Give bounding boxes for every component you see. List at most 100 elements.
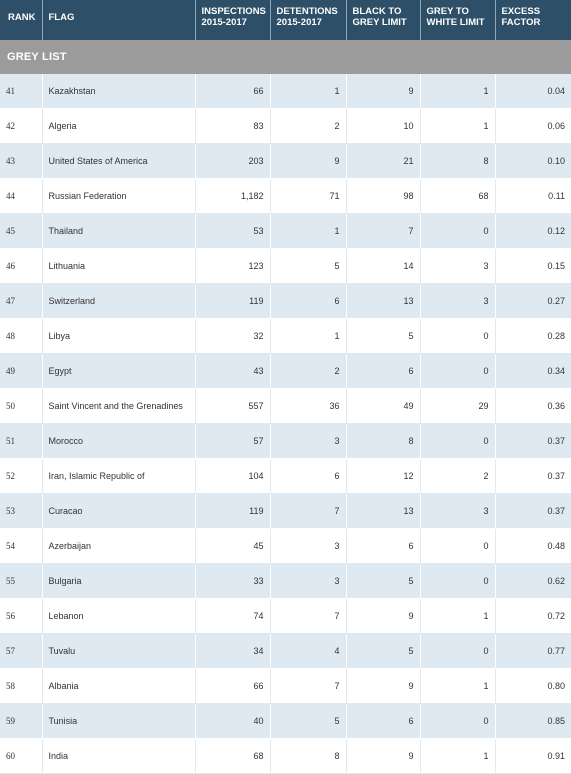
inspections-cell: 45 (195, 528, 271, 564)
table-row: 45 Thailand 53 1 7 0 0.12 (0, 213, 571, 249)
rank-cell: 49 (0, 353, 43, 389)
inspections-cell: 557 (195, 388, 271, 424)
black-to-grey-cell: 6 (346, 703, 421, 739)
flag-cell: Albania (42, 668, 196, 704)
rank-cell: 58 (0, 668, 43, 704)
section-row: GREY LIST (0, 40, 571, 74)
grey-to-white-cell: 0 (420, 353, 496, 389)
table-row: 51 Morocco 57 3 8 0 0.37 (0, 423, 571, 459)
inspections-cell: 57 (195, 423, 271, 459)
rank-cell: 48 (0, 318, 43, 354)
excess-factor-cell: 0.15 (495, 248, 571, 284)
table-row: 49 Egypt 43 2 6 0 0.34 (0, 353, 571, 389)
header-grey-to-white-line1: GREY TO (426, 6, 469, 17)
rank-cell: 55 (0, 563, 43, 599)
inspections-cell: 66 (195, 74, 271, 109)
detentions-cell: 6 (270, 283, 347, 319)
grey-to-white-cell: 8 (420, 143, 496, 179)
detentions-cell: 1 (270, 74, 347, 109)
flag-cell: Tuvalu (42, 633, 196, 669)
rank-cell: 60 (0, 738, 43, 774)
flag-cell: Azerbaijan (42, 528, 196, 564)
detentions-cell: 3 (270, 423, 347, 459)
inspections-cell: 34 (195, 633, 271, 669)
rank-cell: 53 (0, 493, 43, 529)
flag-cell: Morocco (42, 423, 196, 459)
header-inspections-line2: 2015-2017 (201, 17, 247, 28)
header-black-to-grey-line1: BLACK TO (352, 6, 402, 17)
rank-cell: 50 (0, 388, 43, 424)
table-row: 53 Curacao 119 7 13 3 0.37 (0, 493, 571, 529)
rank-cell: 56 (0, 598, 43, 634)
header-excess-factor-line2: FACTOR (501, 17, 541, 28)
black-to-grey-cell: 8 (346, 423, 421, 459)
section-title: GREY LIST (0, 40, 571, 74)
grey-to-white-cell: 3 (420, 248, 496, 284)
excess-factor-cell: 0.37 (495, 458, 571, 494)
flag-cell: United States of America (42, 143, 196, 179)
table-row: 60 India 68 8 9 1 0.91 (0, 738, 571, 774)
flag-cell: Lithuania (42, 248, 196, 284)
header-black-to-grey-line2: GREY LIMIT (352, 17, 407, 28)
black-to-grey-cell: 12 (346, 458, 421, 494)
rank-cell: 57 (0, 633, 43, 669)
black-to-grey-cell: 13 (346, 283, 421, 319)
grey-to-white-cell: 0 (420, 528, 496, 564)
grey-to-white-cell: 0 (420, 563, 496, 599)
excess-factor-cell: 0.91 (495, 738, 571, 774)
table-row: 41 Kazakhstan 66 1 9 1 0.04 (0, 74, 571, 109)
inspections-cell: 83 (195, 108, 271, 144)
flag-cell: India (42, 738, 196, 774)
black-to-grey-cell: 9 (346, 598, 421, 634)
rank-cell: 45 (0, 213, 43, 249)
inspections-cell: 53 (195, 213, 271, 249)
excess-factor-cell: 0.36 (495, 388, 571, 424)
detentions-cell: 8 (270, 738, 347, 774)
rank-cell: 54 (0, 528, 43, 564)
detentions-cell: 71 (270, 178, 347, 214)
grey-to-white-cell: 0 (420, 703, 496, 739)
flag-cell: Switzerland (42, 283, 196, 319)
grey-to-white-cell: 1 (420, 668, 496, 704)
flag-cell: Bulgaria (42, 563, 196, 599)
header-inspections: INSPECTIONS 2015-2017 (195, 0, 271, 40)
inspections-cell: 43 (195, 353, 271, 389)
grey-to-white-cell: 1 (420, 738, 496, 774)
detentions-cell: 3 (270, 563, 347, 599)
table-row: 56 Lebanon 74 7 9 1 0.72 (0, 598, 571, 634)
black-to-grey-cell: 98 (346, 178, 421, 214)
header-flag: FLAG (42, 0, 196, 40)
header-inspections-line1: INSPECTIONS (201, 6, 266, 17)
excess-factor-cell: 0.72 (495, 598, 571, 634)
excess-factor-cell: 0.10 (495, 143, 571, 179)
header-rank: RANK (0, 0, 43, 40)
table-row: 44 Russian Federation 1,182 71 98 68 0.11 (0, 178, 571, 214)
excess-factor-cell: 0.27 (495, 283, 571, 319)
excess-factor-cell: 0.12 (495, 213, 571, 249)
flag-cell: Iran, Islamic Republic of (42, 458, 196, 494)
detentions-cell: 6 (270, 458, 347, 494)
excess-factor-cell: 0.37 (495, 493, 571, 529)
detentions-cell: 7 (270, 598, 347, 634)
black-to-grey-cell: 5 (346, 633, 421, 669)
detentions-cell: 1 (270, 318, 347, 354)
black-to-grey-cell: 9 (346, 668, 421, 704)
inspections-cell: 119 (195, 283, 271, 319)
rank-cell: 41 (0, 74, 43, 109)
excess-factor-cell: 0.37 (495, 423, 571, 459)
header-excess-factor-line1: EXCESS (501, 6, 541, 17)
table-row: 43 United States of America 203 9 21 8 0.10 (0, 143, 571, 179)
table-body: GREY LIST 41 Kazakhstan 66 1 9 1 0.04 42 Algeria… (0, 40, 571, 774)
inspections-cell: 66 (195, 668, 271, 704)
excess-factor-cell: 0.77 (495, 633, 571, 669)
inspections-cell: 68 (195, 738, 271, 774)
black-to-grey-cell: 13 (346, 493, 421, 529)
excess-factor-cell: 0.28 (495, 318, 571, 354)
excess-factor-cell: 0.48 (495, 528, 571, 564)
flag-cell: Lebanon (42, 598, 196, 634)
header-detentions: DETENTIONS 2015-2017 (270, 0, 347, 40)
black-to-grey-cell: 5 (346, 318, 421, 354)
excess-factor-cell: 0.34 (495, 353, 571, 389)
rank-cell: 59 (0, 703, 43, 739)
table-row: 57 Tuvalu 34 4 5 0 0.77 (0, 633, 571, 669)
